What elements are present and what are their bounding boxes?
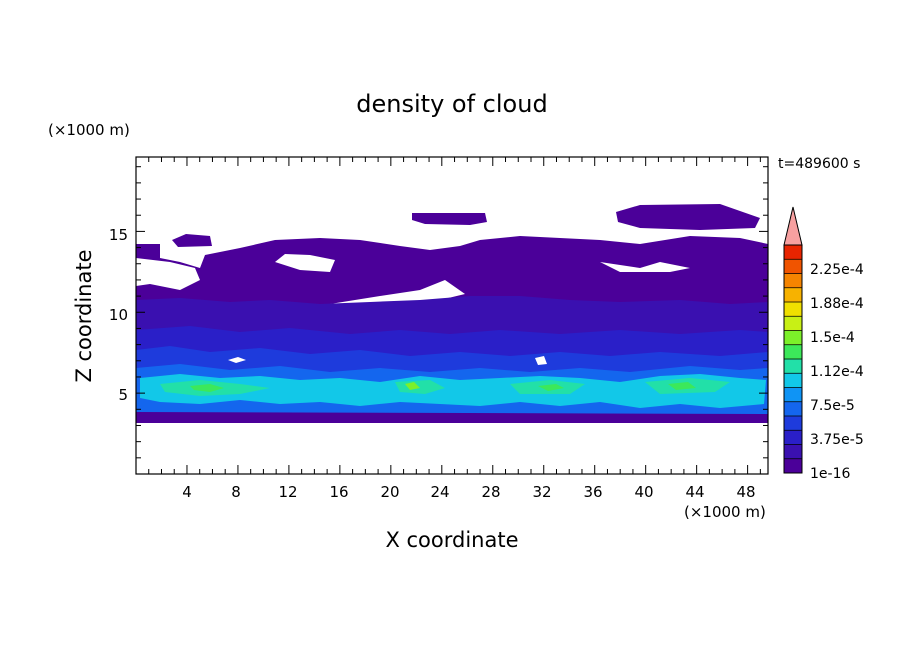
y-tick-label: 15 bbox=[109, 226, 128, 244]
colorbar-swatch bbox=[784, 401, 802, 417]
y-tick-label: 10 bbox=[109, 306, 128, 324]
x-tick-label: 44 bbox=[685, 483, 704, 501]
x-tick-labels: 4 8 12 16 20 24 28 32 36 40 44 48 bbox=[182, 483, 755, 501]
colorbar-labels: 1e-16 3.75e-5 7.5e-5 1.12e-4 1.5e-4 1.88… bbox=[810, 262, 864, 482]
colorbar-swatch bbox=[784, 430, 802, 445]
colorbar-swatch bbox=[784, 273, 802, 289]
colorbar-swatch bbox=[784, 316, 802, 331]
cloud-top-blob-2 bbox=[616, 204, 760, 230]
colorbar-swatch bbox=[784, 344, 802, 360]
x-tick-label: 12 bbox=[278, 483, 297, 501]
chart-title: density of cloud bbox=[356, 90, 547, 118]
y-unit-label: (×1000 m) bbox=[48, 121, 130, 139]
y-tick-label: 5 bbox=[118, 386, 128, 404]
colorbar-label: 7.5e-5 bbox=[810, 398, 855, 414]
axis-ticks bbox=[136, 157, 768, 474]
x-tick-label: 36 bbox=[583, 483, 602, 501]
colorbar-swatch bbox=[784, 245, 802, 260]
colorbar bbox=[783, 206, 803, 474]
colorbar-swatch bbox=[784, 416, 802, 431]
x-tick-label: 16 bbox=[329, 483, 348, 501]
colorbar-swatch bbox=[784, 259, 802, 274]
x-tick-label: 4 bbox=[182, 483, 192, 501]
colorbar-label: 2.25e-4 bbox=[810, 262, 864, 278]
colorbar-label: 3.75e-5 bbox=[810, 432, 864, 448]
colorbar-label: 1.12e-4 bbox=[810, 364, 864, 380]
colorbar-extend-arrow bbox=[783, 206, 803, 246]
colorbar-swatch bbox=[784, 330, 802, 346]
cloud-top-blob-3 bbox=[172, 234, 212, 247]
colorbar-label: 1e-16 bbox=[810, 466, 850, 482]
colorbar-swatch bbox=[784, 302, 802, 317]
colorbar-swatch bbox=[784, 373, 802, 388]
cloud-core-band bbox=[140, 374, 766, 408]
x-tick-label: 32 bbox=[532, 483, 551, 501]
y-axis-title: Z coordinate bbox=[72, 249, 96, 382]
colorbar-label: 1.5e-4 bbox=[810, 330, 855, 346]
x-tick-label: 40 bbox=[634, 483, 653, 501]
cloud-top-blob-1 bbox=[412, 213, 487, 225]
x-tick-label: 48 bbox=[736, 483, 755, 501]
colorbar-swatch bbox=[784, 287, 802, 303]
plot-frame bbox=[135, 156, 769, 475]
time-label: t=489600 s bbox=[778, 156, 860, 172]
colorbar-swatch bbox=[784, 444, 802, 460]
x-tick-label: 8 bbox=[231, 483, 241, 501]
colorbar-label: 1.88e-4 bbox=[810, 296, 864, 312]
colorbar-swatch bbox=[784, 359, 802, 374]
y-tick-labels: 5 10 15 bbox=[109, 226, 128, 404]
colorbar-swatch bbox=[784, 387, 802, 403]
x-tick-label: 28 bbox=[481, 483, 500, 501]
x-tick-label: 24 bbox=[430, 483, 449, 501]
x-tick-label: 20 bbox=[380, 483, 399, 501]
x-axis-title: X coordinate bbox=[385, 528, 518, 552]
colorbar-swatch bbox=[784, 458, 802, 474]
cloud-field bbox=[136, 204, 768, 474]
x-unit-label: (×1000 m) bbox=[684, 503, 766, 521]
